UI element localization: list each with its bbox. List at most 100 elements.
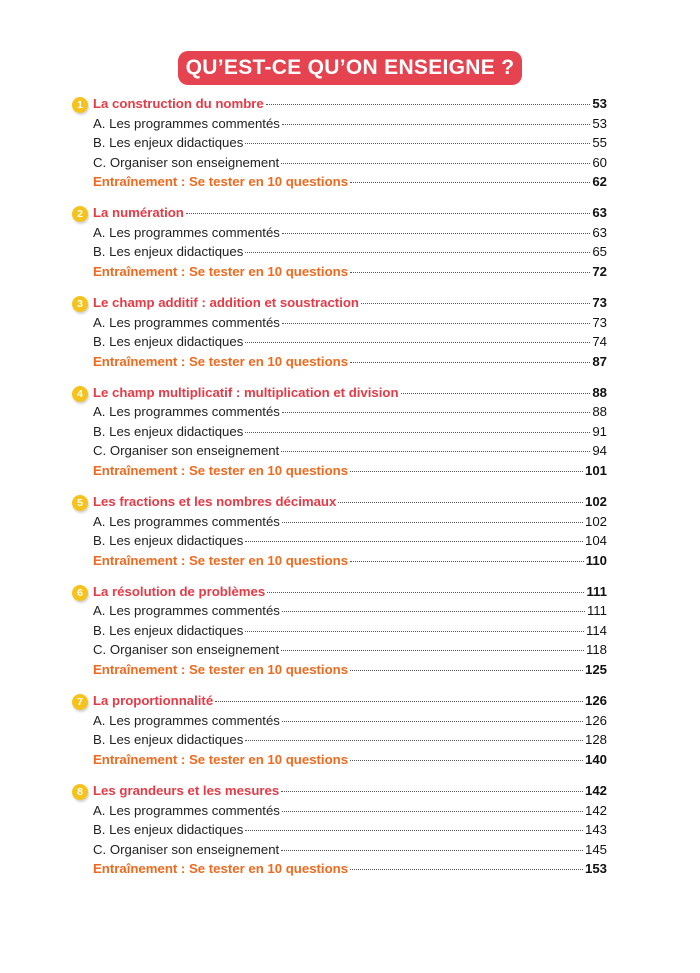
page-number: 126: [584, 712, 607, 728]
chapter-heading[interactable]: 8 Les grandeurs et les mesures 142: [70, 783, 607, 803]
chapter-title[interactable]: Les grandeurs et les mesures: [93, 783, 280, 799]
training-entry[interactable]: Entraînement : Se tester en 10 questions…: [70, 174, 607, 194]
section-entry[interactable]: A. Les programmes commentés 126: [70, 713, 607, 733]
dot-leader: [245, 342, 591, 344]
table-of-contents: 1 La construction du nombre 53 A. Les progr…: [70, 96, 607, 892]
section-entry[interactable]: C. Organiser son enseignement 94: [70, 443, 607, 463]
dot-leader: [185, 213, 591, 215]
page-number: 111: [586, 603, 607, 619]
chapter-section: 1 La construction du nombre 53 A. Les progr…: [70, 96, 607, 194]
entry-label[interactable]: Entraînement : Se tester en 10 questions: [93, 661, 349, 677]
dot-leader: [281, 650, 584, 652]
entry-label[interactable]: A. Les programmes commentés: [93, 802, 280, 818]
page-number: 142: [584, 783, 607, 799]
dot-leader: [245, 431, 591, 433]
page-number: 102: [584, 513, 607, 529]
section-entry[interactable]: B. Les enjeux didactiques 128: [70, 732, 607, 752]
entry-label[interactable]: Entraînement : Se tester en 10 questions: [93, 552, 349, 568]
chapter-heading[interactable]: 4 Le champ multiplicatif : multiplication…: [70, 385, 607, 405]
section-entry[interactable]: A. Les programmes commentés 142: [70, 803, 607, 823]
chapter-title[interactable]: La numération: [93, 205, 184, 221]
training-entry[interactable]: Entraînement : Se tester en 10 questions…: [70, 264, 607, 284]
entry-label[interactable]: Entraînement : Se tester en 10 questions: [93, 861, 349, 877]
section-entry[interactable]: C. Organiser son enseignement 118: [70, 642, 607, 662]
entry-label[interactable]: A. Les programmes commentés: [93, 115, 280, 131]
dot-leader: [281, 810, 583, 812]
page-number: 102: [584, 494, 607, 510]
dot-leader: [350, 182, 591, 183]
training-entry[interactable]: Entraînement : Se tester en 10 questions…: [70, 553, 607, 573]
training-entry[interactable]: Entraînement : Se tester en 10 questions…: [70, 463, 607, 483]
section-entry[interactable]: A. Les programmes commentés 73: [70, 315, 607, 335]
training-entry[interactable]: Entraînement : Se tester en 10 questions…: [70, 752, 607, 772]
page-number: 118: [585, 642, 607, 658]
section-entry[interactable]: A. Les programmes commentés 63: [70, 225, 607, 245]
entry-label[interactable]: A. Les programmes commentés: [93, 404, 280, 420]
section-entry[interactable]: A. Les programmes commentés 88: [70, 404, 607, 424]
section-entry[interactable]: A. Les programmes commentés 111: [70, 603, 607, 623]
chapter-heading[interactable]: 1 La construction du nombre 53: [70, 96, 607, 116]
section-entry[interactable]: B. Les enjeux didactiques 143: [70, 822, 607, 842]
entry-label[interactable]: B. Les enjeux didactiques: [93, 622, 244, 638]
entry-label[interactable]: B. Les enjeux didactiques: [93, 822, 244, 838]
page-number: 145: [584, 841, 607, 857]
entry-label[interactable]: A. Les programmes commentés: [93, 224, 280, 240]
entry-label[interactable]: Entraînement : Se tester en 10 questions: [93, 263, 349, 279]
training-entry[interactable]: Entraînement : Se tester en 10 questions…: [70, 662, 607, 682]
entry-label[interactable]: B. Les enjeux didactiques: [93, 423, 244, 439]
entry-label[interactable]: Entraînement : Se tester en 10 questions: [93, 353, 349, 369]
section-entry[interactable]: C. Organiser son enseignement 60: [70, 155, 607, 175]
section-entry[interactable]: B. Les enjeux didactiques 91: [70, 424, 607, 444]
dot-leader: [265, 104, 591, 105]
page-number: 60: [592, 154, 607, 170]
chapter-section: 6 La résolution de problèmes 111 A. Les pro…: [70, 584, 607, 682]
training-entry[interactable]: Entraînement : Se tester en 10 questions…: [70, 861, 607, 881]
chapter-number-badge-icon: 4: [72, 385, 88, 402]
chapter-title[interactable]: Le champ additif : addition et soustract…: [93, 295, 359, 311]
section-entry[interactable]: A. Les programmes commentés 102: [70, 514, 607, 534]
entry-label[interactable]: Entraînement : Se tester en 10 questions: [93, 462, 349, 478]
chapter-heading[interactable]: 6 La résolution de problèmes 111: [70, 584, 607, 604]
section-entry[interactable]: B. Les enjeux didactiques 114: [70, 623, 607, 643]
dot-leader: [245, 830, 583, 832]
chapter-heading[interactable]: 5 Les fractions et les nombres décimaux 10…: [70, 494, 607, 514]
entry-label[interactable]: B. Les enjeux didactiques: [93, 135, 244, 150]
entry-label[interactable]: B. Les enjeux didactiques: [93, 533, 244, 549]
entry-label[interactable]: A. Les programmes commentés: [93, 513, 280, 529]
section-entry[interactable]: B. Les enjeux didactiques 55: [70, 135, 607, 155]
dot-leader: [350, 669, 583, 671]
chapter-title[interactable]: La construction du nombre: [93, 96, 264, 111]
dot-leader: [267, 591, 585, 593]
chapter-title[interactable]: La résolution de problèmes: [93, 583, 266, 599]
section-entry[interactable]: C. Organiser son enseignement 145: [70, 842, 607, 862]
entry-label[interactable]: Entraînement : Se tester en 10 questions: [93, 174, 349, 189]
page-number: 126: [584, 693, 607, 709]
section-entry[interactable]: B. Les enjeux didactiques 65: [70, 244, 607, 264]
entry-label[interactable]: C. Organiser son enseignement: [93, 154, 280, 170]
entry-label[interactable]: B. Les enjeux didactiques: [93, 732, 244, 748]
entry-label[interactable]: Entraînement : Se tester en 10 questions: [93, 751, 349, 767]
chapter-title[interactable]: Le champ multiplicatif : multiplication …: [93, 384, 399, 400]
entry-label[interactable]: B. Les enjeux didactiques: [93, 334, 244, 350]
chapter-heading[interactable]: 2 La numération 63: [70, 205, 607, 225]
training-entry[interactable]: Entraînement : Se tester en 10 questions…: [70, 354, 607, 374]
chapter-title[interactable]: La proportionnalité: [93, 693, 214, 709]
entry-label[interactable]: C. Organiser son enseignement: [93, 841, 280, 857]
entry-label[interactable]: A. Les programmes commentés: [93, 712, 280, 728]
page-number: 73: [592, 314, 607, 330]
chapter-heading[interactable]: 3 Le champ additif : addition et soustrac…: [70, 295, 607, 315]
entry-label[interactable]: A. Les programmes commentés: [93, 603, 280, 619]
section-entry[interactable]: A. Les programmes commentés 53: [70, 116, 607, 136]
page-number: 94: [592, 443, 607, 459]
chapter-title[interactable]: Les fractions et les nombres décimaux: [93, 494, 337, 510]
entry-label[interactable]: B. Les enjeux didactiques: [93, 244, 244, 260]
dot-leader: [281, 232, 591, 234]
section-entry[interactable]: B. Les enjeux didactiques 104: [70, 533, 607, 553]
entry-label[interactable]: C. Organiser son enseignement: [93, 443, 280, 459]
dot-leader: [281, 521, 583, 523]
chapter-heading[interactable]: 7 La proportionnalité 126: [70, 693, 607, 713]
entry-label[interactable]: C. Organiser son enseignement: [93, 642, 280, 658]
section-entry[interactable]: B. Les enjeux didactiques 74: [70, 334, 607, 354]
page-number: 125: [584, 661, 607, 677]
entry-label[interactable]: A. Les programmes commentés: [93, 314, 280, 330]
